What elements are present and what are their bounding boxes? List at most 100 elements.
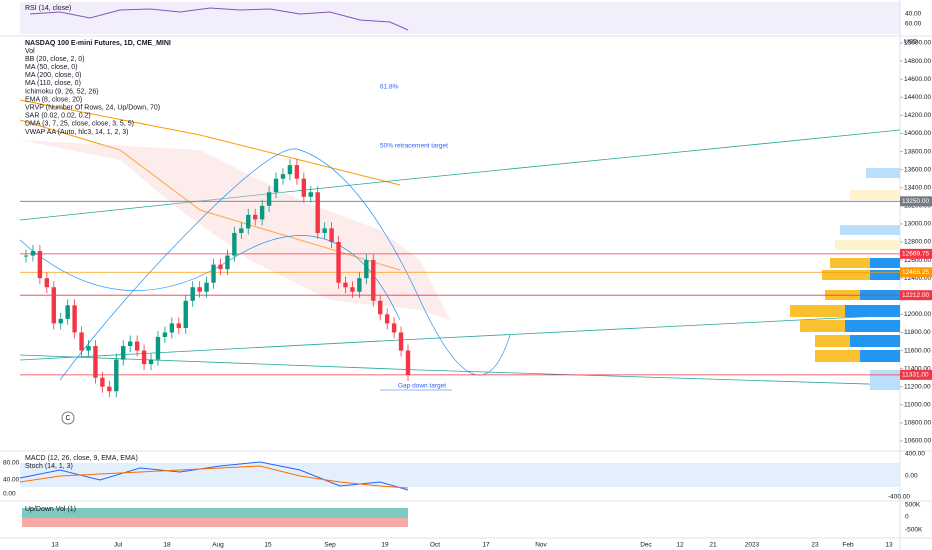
y-tick-label: 12000.00 bbox=[904, 311, 931, 318]
y-tick-label: 10800.00 bbox=[904, 420, 931, 427]
ichimoku-cloud bbox=[20, 140, 450, 320]
y-tick-label: 13800.00 bbox=[904, 148, 931, 155]
y-tick-label: 11600.00 bbox=[904, 347, 931, 354]
stoch-tick: 0.00 bbox=[3, 491, 16, 498]
level-badge bbox=[900, 369, 932, 380]
candle bbox=[398, 332, 404, 351]
trend-line bbox=[19, 354, 901, 386]
candle bbox=[315, 192, 320, 233]
macd-title: MACD (12, 26, close, 9, EMA, EMA) bbox=[25, 455, 138, 462]
y-tick-label: 11200.00 bbox=[904, 383, 931, 390]
candle bbox=[86, 346, 91, 351]
stoch-title: Stoch (14, 1, 3) bbox=[25, 463, 73, 470]
ma-line bbox=[19, 99, 401, 186]
candle bbox=[301, 178, 307, 197]
level-label: 12212.00 bbox=[902, 292, 929, 299]
x-tick-label: 17 bbox=[482, 542, 490, 549]
y-tick-label: 12800.00 bbox=[904, 239, 931, 246]
y-tick-label: 11800.00 bbox=[904, 329, 931, 336]
level-badge bbox=[900, 290, 932, 301]
candle bbox=[204, 282, 209, 292]
candle bbox=[100, 377, 105, 387]
updown-tick: -500K bbox=[905, 527, 923, 534]
candle bbox=[169, 323, 175, 333]
signal-line bbox=[19, 465, 409, 489]
candle bbox=[127, 341, 133, 347]
rsi-line bbox=[29, 7, 409, 31]
candle bbox=[114, 359, 119, 392]
x-tick-label: Jul bbox=[114, 542, 123, 549]
candle bbox=[155, 336, 161, 360]
candle bbox=[232, 232, 237, 256]
candle bbox=[287, 165, 293, 175]
candle bbox=[350, 287, 355, 292]
candle bbox=[176, 323, 181, 328]
candle bbox=[391, 323, 397, 333]
candle bbox=[30, 251, 36, 256]
candle bbox=[107, 386, 112, 392]
candle bbox=[79, 332, 84, 351]
candle bbox=[65, 305, 70, 319]
candle bbox=[37, 251, 43, 279]
macd-tick: -400.00 bbox=[888, 494, 910, 501]
level-label: 12465.25 bbox=[902, 269, 929, 276]
candle bbox=[239, 228, 244, 233]
level-badge bbox=[900, 267, 932, 278]
indicator-label: Vol bbox=[25, 48, 35, 55]
annotation: Gap down target bbox=[398, 383, 446, 390]
bollinger bbox=[59, 148, 511, 381]
y-tick-label: 12400.00 bbox=[904, 275, 931, 282]
x-tick-label: 12 bbox=[676, 542, 684, 549]
updown-title: Up/Down Vol (1) bbox=[25, 506, 76, 513]
updown-tick: 0 bbox=[905, 514, 909, 521]
x-axis: 13 Jul 18 Aug 15 Sep 19 Oct 17 Nov Dec 12 21 2023 23 Fe… bbox=[51, 542, 893, 549]
candle bbox=[266, 192, 272, 206]
x-tick-label: 18 bbox=[163, 542, 171, 549]
indicator-label: Ichimoku (9, 26, 52, 26) bbox=[25, 88, 99, 95]
candle bbox=[384, 314, 390, 324]
marker bbox=[61, 411, 75, 425]
candle bbox=[336, 242, 341, 283]
stoch-band bbox=[20, 463, 900, 487]
candle bbox=[141, 350, 147, 365]
updown-tick: 500K bbox=[905, 502, 921, 509]
candle bbox=[121, 346, 126, 360]
stoch-tick: 80.00 bbox=[3, 460, 20, 467]
rsi-pane bbox=[20, 2, 900, 34]
level-label: 13250.00 bbox=[902, 198, 929, 205]
x-tick-label: 23 bbox=[811, 542, 819, 549]
candle bbox=[148, 359, 154, 365]
candle bbox=[183, 300, 188, 328]
rsi-tick: 60.00 bbox=[905, 21, 922, 28]
x-tick-label: Nov bbox=[535, 542, 547, 549]
candle bbox=[280, 174, 286, 179]
currency: USD bbox=[904, 39, 918, 46]
candle bbox=[294, 165, 300, 179]
y-tick-label: 10600.00 bbox=[904, 438, 931, 445]
rsi-title: RSI (14, close) bbox=[25, 5, 71, 12]
symbol-title: NASDAQ 100 E-mini Futures, 1D, CME_MINI bbox=[25, 40, 171, 47]
x-tick-label: 13 bbox=[51, 542, 59, 549]
candle bbox=[23, 255, 29, 257]
candle bbox=[364, 260, 369, 279]
y-tick-label: 12600.00 bbox=[904, 257, 931, 264]
candle bbox=[190, 287, 195, 301]
y-tick-label: 13400.00 bbox=[904, 184, 931, 191]
indicator-label: EMA (8, close, 20) bbox=[25, 96, 82, 103]
indicator-label: DMA (3, 7, 25, close, close, 3, 5, 5) bbox=[25, 121, 134, 128]
annotation: 50% retracement target bbox=[380, 143, 448, 150]
level-label: 12669.75 bbox=[902, 251, 929, 258]
candle bbox=[162, 332, 168, 337]
level-badge bbox=[900, 248, 932, 259]
candle bbox=[197, 287, 202, 292]
macd-line bbox=[19, 461, 409, 491]
candle bbox=[329, 228, 334, 242]
candle bbox=[51, 287, 56, 324]
x-tick-label: 19 bbox=[381, 542, 389, 549]
y-tick-label: 11400.00 bbox=[904, 365, 931, 372]
candle bbox=[378, 300, 383, 315]
candle bbox=[246, 214, 251, 229]
annotation: 61.8% bbox=[380, 84, 399, 91]
